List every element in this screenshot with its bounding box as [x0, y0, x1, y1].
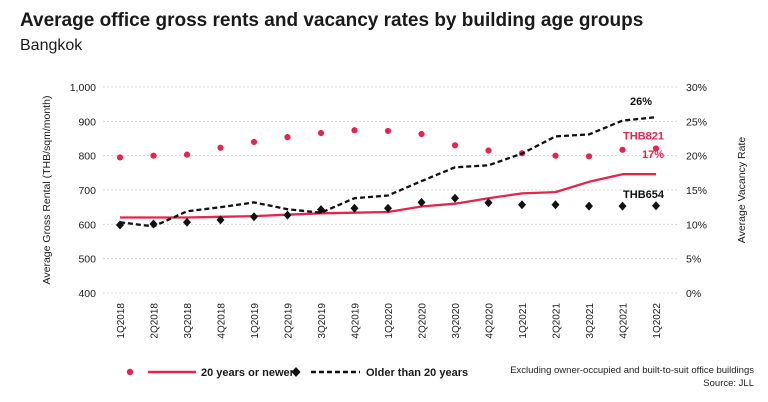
annotation-26pct: 26% — [630, 96, 652, 108]
x-tick-label: 3Q2020 — [451, 303, 462, 339]
series-layer — [116, 116, 660, 230]
x-tick-label: 4Q2018 — [217, 303, 228, 339]
rent-point-new — [451, 142, 459, 149]
rent-point-old — [518, 200, 526, 210]
rent-point-new — [351, 127, 358, 134]
x-tick-label: 4Q2019 — [351, 303, 362, 339]
rent-point-new — [116, 154, 124, 161]
rent-point-old — [350, 203, 359, 213]
annotation-thb821: THB821 — [623, 130, 664, 142]
y-tick-label: 800 — [78, 151, 96, 163]
x-tick-label: 1Q2022 — [652, 303, 663, 339]
x-tick-label: 4Q2021 — [619, 303, 630, 339]
x-tick-label: 3Q2018 — [183, 303, 194, 339]
rent-point-new — [150, 152, 157, 159]
rent-point-old — [585, 201, 593, 211]
rent-point-old — [183, 217, 191, 227]
rent-point-new — [183, 151, 191, 158]
y2-tick-label: 10% — [686, 219, 707, 231]
legend: 20 years or newer Older than 20 years — [126, 367, 468, 379]
x-axis-ticks: 1Q2018 2Q2018 3Q2018 4Q2018 1Q2019 2Q2019 3Q20… — [116, 303, 663, 339]
y-tick-label: 900 — [78, 116, 96, 128]
rent-point-old — [216, 215, 225, 225]
rent-point-old — [484, 198, 493, 208]
rent-point-new — [619, 146, 626, 153]
chart-title: Average office gross rents and vacancy r… — [20, 10, 644, 31]
rent-point-old — [652, 201, 660, 211]
rent-point-new — [552, 152, 559, 159]
gridlines — [103, 86, 677, 294]
y-tick-label: 700 — [78, 185, 96, 197]
x-tick-label: 1Q2020 — [384, 303, 395, 339]
annotation-17pct: 17% — [642, 149, 664, 161]
y2-axis-ticks: 0% 5% 10% 15% 20% 25% 30% — [686, 82, 707, 300]
rent-point-old — [618, 201, 627, 211]
rent-point-new — [250, 138, 258, 146]
y2-tick-label: 30% — [686, 82, 707, 94]
annotation-thb654: THB654 — [623, 189, 665, 201]
x-tick-label: 1Q2018 — [116, 303, 127, 339]
legend-label-old: Older than 20 years — [366, 367, 468, 379]
x-tick-label: 3Q2019 — [317, 303, 328, 339]
y2-tick-label: 0% — [686, 288, 701, 300]
x-tick-label: 2Q2021 — [552, 303, 563, 339]
x-tick-label: 2Q2019 — [284, 303, 295, 339]
legend-diamond-old — [291, 367, 301, 377]
rent-point-new — [652, 145, 660, 152]
y2-tick-label: 25% — [686, 116, 707, 128]
rent-point-old — [283, 210, 292, 220]
x-tick-label: 2Q2020 — [418, 303, 429, 339]
y2-tick-label: 5% — [686, 254, 701, 266]
y-axis-label: Average Gross Rental (THB/sqm/month) — [41, 96, 53, 285]
rent-point-old — [250, 212, 258, 222]
y-axis-ticks: 400 500 600 700 800 900 1,000 — [70, 82, 96, 300]
rent-point-old — [384, 203, 392, 213]
footnote: Excluding owner-occupied and built-to-su… — [510, 365, 754, 376]
rent-point-old — [417, 197, 426, 207]
chart-subtitle: Bangkok — [20, 37, 83, 54]
rent-point-new — [585, 153, 593, 160]
y-tick-label: 600 — [78, 219, 96, 231]
source: Source: JLL — [703, 378, 754, 389]
legend-dot-new — [126, 368, 134, 376]
vacancy-line-old — [119, 116, 657, 228]
rent-point-new — [217, 144, 224, 151]
annotations: 26% THB821 17% THB654 — [623, 96, 665, 201]
rent-point-new — [418, 130, 425, 138]
legend-label-new: 20 years or newer — [201, 367, 295, 379]
y2-tick-label: 15% — [686, 185, 707, 197]
rent-point-new — [284, 134, 291, 141]
y2-axis-label: Average Vacancy Rate — [736, 137, 748, 244]
rent-point-new — [384, 127, 392, 135]
rent-point-old — [551, 200, 560, 210]
rent-point-old — [451, 193, 459, 203]
y2-tick-label: 20% — [686, 151, 707, 163]
y-tick-label: 1,000 — [70, 82, 96, 94]
x-tick-label: 2Q2018 — [150, 303, 161, 339]
rent-point-new — [317, 129, 325, 137]
y-tick-label: 400 — [78, 288, 96, 300]
x-tick-label: 4Q2020 — [485, 303, 496, 339]
x-tick-label: 3Q2021 — [585, 303, 596, 339]
x-tick-label: 1Q2021 — [518, 303, 529, 339]
x-tick-label: 1Q2019 — [250, 303, 261, 339]
rent-point-new — [485, 147, 492, 154]
y-tick-label: 500 — [78, 254, 96, 266]
